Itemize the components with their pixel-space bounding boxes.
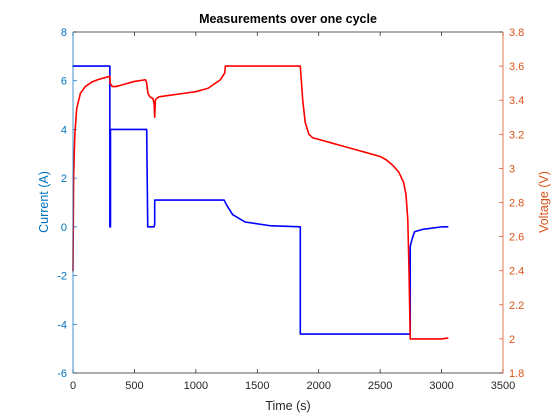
y-left-tick-label: -4 <box>57 319 67 331</box>
y-right-tick-label: 2 <box>509 334 515 346</box>
y-right-tick-label: 1.8 <box>509 368 524 380</box>
y-right-tick-label: 2.8 <box>509 198 524 210</box>
x-tick-label: 0 <box>70 380 76 392</box>
current-series-line <box>72 65 449 335</box>
y-right-tick-label: 3.2 <box>509 129 524 141</box>
y-right-tick-label: 2.2 <box>509 300 524 312</box>
voltage-series-line <box>72 65 449 340</box>
y-left-tick-label: 2 <box>61 173 67 185</box>
chart-title: Measurements over one cycle <box>199 12 377 26</box>
y-left-tick-label: -6 <box>57 368 67 380</box>
x-tick-label: 2000 <box>306 380 330 392</box>
y-left-axis-label: Current (A) <box>37 171 51 233</box>
y-right-tick-label: 3.6 <box>509 61 524 73</box>
y-left-tick-label: 6 <box>61 76 67 88</box>
y-right-axis-label: Voltage (V) <box>537 171 551 233</box>
x-tick-label: 2500 <box>368 380 392 392</box>
y-right-tick-label: 2.6 <box>509 232 524 244</box>
y-left-tick-label: 8 <box>61 27 67 39</box>
plot-area <box>73 32 503 373</box>
x-tick-label: 500 <box>125 380 143 392</box>
y-right-tick-label: 3.4 <box>509 95 524 107</box>
x-tick-label: 3000 <box>429 380 453 392</box>
y-right-tick-label: 2.4 <box>509 266 524 278</box>
x-axis-label: Time (s) <box>265 399 310 413</box>
y-left-tick-label: 4 <box>61 124 67 136</box>
y-right-tick-label: 3 <box>509 163 515 175</box>
y-right-tick-label: 3.8 <box>509 27 524 39</box>
x-tick-label: 1000 <box>184 380 208 392</box>
y-left-tick-label: 0 <box>61 222 67 234</box>
x-tick-label: 1500 <box>245 380 269 392</box>
y-left-tick-label: -2 <box>57 271 67 283</box>
x-tick-label: 3500 <box>491 380 515 392</box>
